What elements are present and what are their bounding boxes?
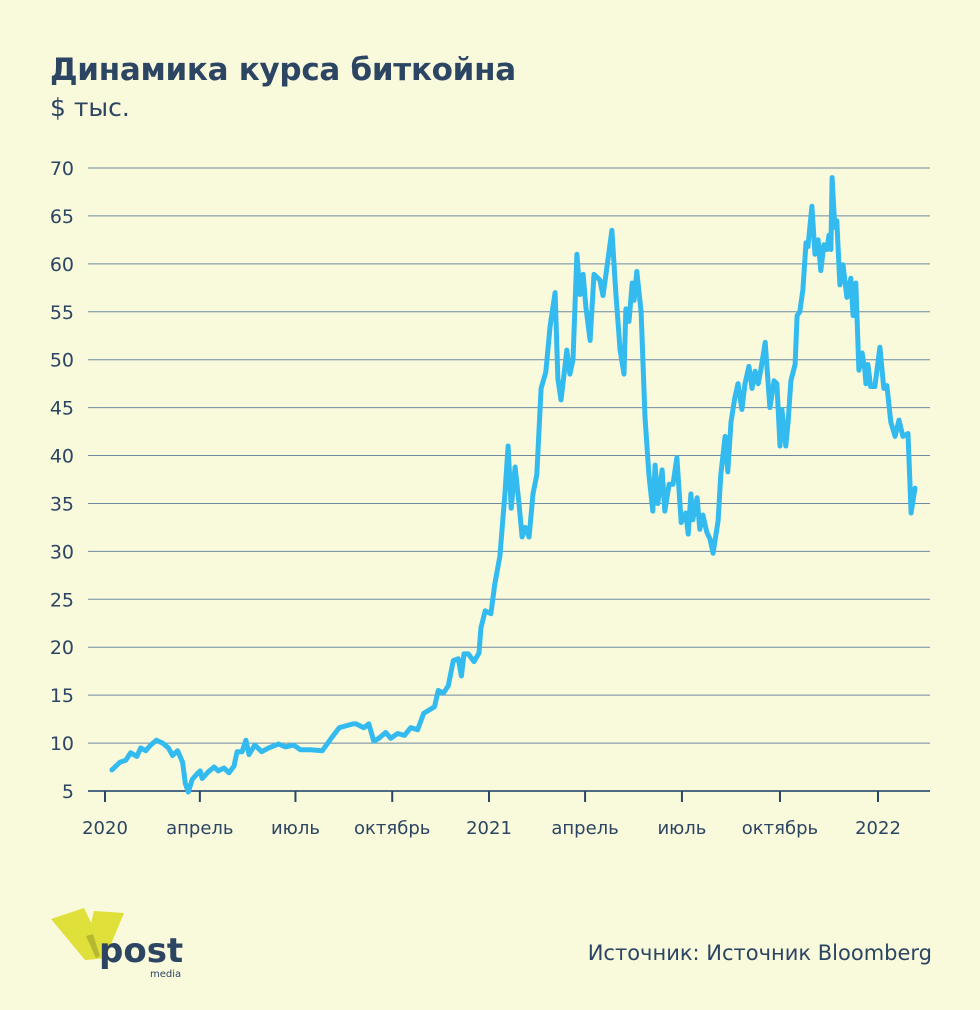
logo-text: post	[99, 931, 184, 971]
x-tick-label: 2021	[466, 818, 512, 839]
x-tick-label: апрель	[551, 818, 618, 839]
y-tick-label: 15	[50, 685, 74, 707]
x-tick-label: октябрь	[742, 818, 818, 839]
y-tick-label: 55	[50, 302, 74, 324]
y-tick-label: 45	[50, 398, 74, 420]
logo-subtext: media	[150, 969, 182, 980]
source-note: Источник: Источник Bloomberg	[587, 941, 932, 965]
y-tick-label: 35	[50, 493, 74, 515]
x-tick-label: апрель	[166, 818, 233, 839]
y-tick-label: 70	[50, 158, 74, 180]
vpost-logo	[50, 900, 130, 969]
y-tick-label: 40	[50, 446, 74, 468]
y-tick-label: 50	[50, 350, 74, 372]
x-tick-label: июль	[271, 818, 320, 839]
y-tick-label: 60	[50, 254, 74, 276]
logo-mark-icon	[51, 908, 124, 960]
y-tick-label: 30	[50, 541, 74, 563]
y-tick-label: 20	[50, 637, 74, 659]
x-tick-label: июль	[657, 818, 706, 839]
x-tick-label: 2020	[82, 818, 128, 839]
x-tick-label: октябрь	[354, 818, 430, 839]
y-tick-label: 10	[50, 733, 74, 755]
series-line-bitcoin	[109, 175, 918, 795]
y-tick-label: 5	[62, 781, 74, 803]
x-tick-label: 2022	[855, 818, 901, 839]
chart-title: Динамика курса биткойна	[50, 52, 516, 88]
chart-subtitle: $ тыс.	[50, 93, 130, 122]
y-tick-label: 25	[50, 589, 74, 611]
y-tick-label: 65	[50, 206, 74, 228]
